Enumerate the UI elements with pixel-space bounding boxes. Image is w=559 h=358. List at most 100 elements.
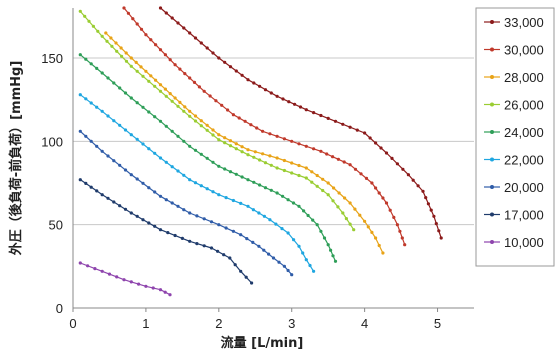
- data-point: [106, 76, 110, 80]
- data-point: [144, 284, 148, 288]
- legend-label-0: 33,000: [504, 15, 544, 30]
- data-point: [326, 193, 330, 197]
- legend-box: [475, 7, 555, 267]
- data-point: [211, 190, 215, 194]
- data-point: [243, 119, 247, 123]
- data-point: [163, 53, 167, 57]
- data-point: [199, 119, 203, 123]
- data-point: [84, 181, 88, 185]
- data-point: [297, 204, 301, 208]
- series-20000: [78, 129, 294, 277]
- data-point: [118, 123, 122, 127]
- data-point: [252, 81, 256, 85]
- x-axis-label: 流量 [L/min]: [221, 335, 304, 351]
- data-point: [252, 155, 256, 159]
- data-point: [321, 177, 325, 181]
- data-point: [258, 183, 262, 187]
- data-point: [353, 167, 358, 171]
- data-point: [292, 238, 296, 242]
- data-point: [135, 101, 139, 105]
- data-point: [183, 72, 187, 76]
- data-point: [268, 154, 272, 158]
- data-point: [315, 223, 319, 227]
- data-point: [216, 249, 220, 253]
- data-point: [119, 46, 123, 50]
- data-point: [78, 261, 82, 265]
- data-point: [112, 159, 116, 163]
- data-point: [310, 180, 314, 184]
- data-point: [281, 97, 285, 101]
- data-point: [363, 219, 367, 223]
- data-point: [106, 154, 110, 158]
- legend-marker-3: [490, 102, 494, 107]
- data-point: [246, 178, 250, 182]
- data-point: [348, 163, 352, 167]
- data-point: [147, 186, 151, 190]
- data-point: [287, 100, 291, 104]
- data-point: [205, 128, 209, 132]
- data-point: [141, 105, 145, 109]
- data-point: [114, 41, 118, 45]
- series-30000: [122, 6, 407, 247]
- legend-label-3: 26,000: [504, 98, 544, 113]
- data-point: [123, 91, 128, 95]
- data-point: [182, 26, 186, 30]
- data-point: [240, 150, 244, 154]
- data-point: [182, 208, 186, 212]
- data-point: [84, 57, 88, 61]
- y-tick-label-1: 50: [49, 218, 63, 233]
- data-point: [188, 114, 192, 118]
- data-point: [158, 288, 163, 292]
- legend-label-8: 10,000: [504, 235, 544, 250]
- data-point: [129, 56, 133, 60]
- legend-marker-0: [490, 20, 494, 24]
- series-17000: [78, 178, 254, 285]
- data-point: [271, 256, 276, 260]
- data-point: [262, 248, 266, 252]
- data-point: [306, 213, 310, 218]
- x-tick-label-3: 3: [288, 316, 295, 331]
- data-point: [95, 144, 99, 148]
- data-point: [78, 129, 82, 133]
- data-point: [220, 103, 224, 107]
- data-point: [123, 168, 128, 172]
- legend-label-5: 22,000: [504, 153, 544, 168]
- data-point: [263, 88, 268, 92]
- data-point: [374, 186, 378, 190]
- data-point: [293, 102, 297, 106]
- data-point: [151, 286, 155, 290]
- data-point: [124, 59, 129, 63]
- data-point: [257, 244, 261, 248]
- data-point: [173, 96, 177, 100]
- data-point: [228, 144, 233, 148]
- data-point: [154, 43, 158, 47]
- data-point: [182, 109, 186, 113]
- data-point: [106, 114, 110, 118]
- data-point: [406, 173, 410, 177]
- data-point: [304, 176, 308, 180]
- data-point: [188, 76, 192, 80]
- x-tick-label-2: 2: [215, 316, 222, 331]
- data-point: [395, 162, 399, 166]
- data-point: [89, 62, 93, 66]
- data-point: [135, 177, 139, 181]
- data-point: [176, 169, 180, 173]
- data-point: [217, 193, 221, 197]
- data-point: [432, 214, 436, 218]
- data-point: [211, 128, 215, 132]
- data-point: [226, 108, 230, 112]
- data-point: [315, 184, 319, 188]
- data-point: [112, 119, 116, 123]
- data-point: [228, 65, 233, 69]
- data-point: [390, 156, 394, 160]
- data-point: [96, 29, 100, 33]
- data-point: [170, 16, 174, 20]
- legend-marker-7: [490, 212, 494, 217]
- data-point: [244, 275, 248, 279]
- data-point: [326, 116, 330, 120]
- data-point: [331, 155, 335, 159]
- data-point: [269, 188, 273, 192]
- data-point: [115, 275, 119, 279]
- data-point: [437, 229, 441, 233]
- data-point: [269, 163, 273, 167]
